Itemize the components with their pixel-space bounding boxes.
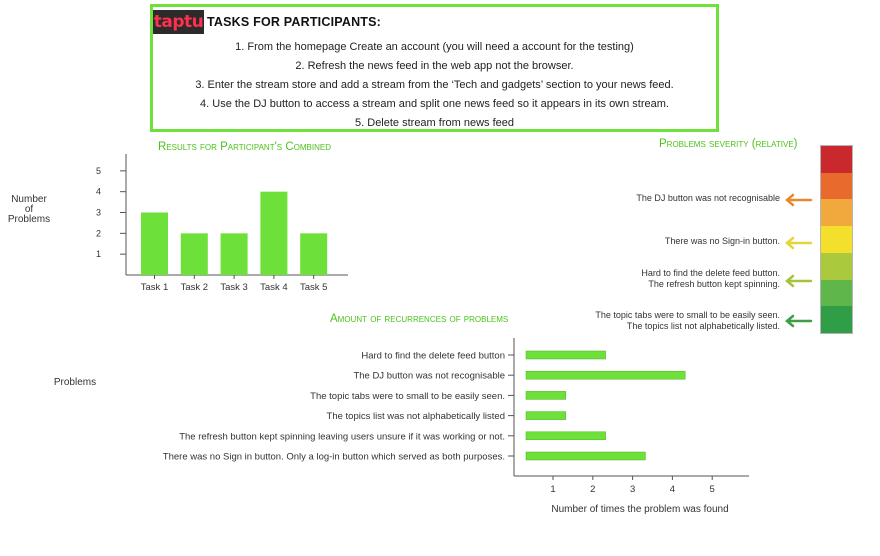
severity-scale-segment: [821, 252, 852, 280]
bar: [525, 431, 606, 441]
task-item: 5. Delete stream from news feed: [355, 117, 514, 129]
arrow-left-icon: [785, 274, 813, 288]
tasks-panel: [150, 4, 719, 132]
severity-note: The topic tabs were to small to be easil…: [595, 310, 780, 332]
task-problems-chart: Number of Problems 1 2 3 4 5 Task 1 Task 2 Task 3 T…: [8, 154, 348, 293]
severity-title: Problems severity (relative): [659, 138, 798, 150]
arrow-left-icon: [785, 193, 813, 207]
bar: [525, 411, 567, 420]
x-tick-label: 3: [630, 484, 635, 495]
task-item: 2. Refresh the news feed in the web app …: [295, 60, 574, 72]
severity-note-line: There was no Sign-in button.: [664, 236, 780, 246]
arrow-left-icon: [785, 236, 813, 250]
x-tick-label: Task 1: [141, 282, 168, 293]
bar: [525, 451, 646, 461]
y-tick-label: The refresh button kept spinning leaving…: [179, 431, 505, 442]
y-axis-label: Problems: [54, 377, 96, 388]
x-tick-label: 2: [590, 484, 595, 495]
x-tick-label: 1: [550, 484, 555, 495]
tasks-header: taptu TASKS FOR PARTICIPANTS:: [153, 10, 381, 34]
bar: [525, 350, 606, 360]
y-tick-label: Hard to find the delete feed button: [361, 351, 505, 362]
y-tick-label: The topics list was not alphabetically l…: [327, 411, 505, 422]
severity-note-line: Hard to find the delete feed button.: [641, 268, 780, 278]
severity-note: There was no Sign-in button.: [665, 236, 780, 247]
x-axis-label: Number of times the problem was found: [551, 504, 728, 515]
tasks-title: TASKS FOR PARTICIPANTS:: [207, 15, 382, 29]
task-item: 4. Use the DJ button to access a stream …: [200, 98, 669, 110]
bar: [525, 391, 567, 400]
bar: [141, 212, 168, 275]
y-tick-label: The topic tabs were to small to be easil…: [310, 391, 505, 402]
recurrence-chart-title: Amount of recurrences of problems: [330, 313, 509, 325]
y-tick-label: The DJ button was not recognisable: [353, 371, 505, 382]
severity-scale: [820, 145, 853, 334]
taptu-logo: taptu: [153, 10, 204, 34]
tasks-list: 1. From the homepage Create an account (…: [150, 38, 719, 133]
severity-scale-segment: [821, 146, 852, 173]
x-tick-label: Task 4: [260, 282, 287, 293]
severity-note-line: The topic tabs were to small to be easil…: [595, 310, 780, 320]
arrow-left-icon: [785, 314, 813, 328]
x-tick-label: 5: [710, 484, 715, 495]
severity-note: The DJ button was not recognisable: [636, 193, 780, 204]
severity-note-line: The refresh button kept spinning.: [648, 279, 780, 289]
severity-scale-segment: [821, 172, 852, 200]
task-item: 3. Enter the stream store and add a stre…: [195, 79, 674, 91]
x-tick-label: Task 3: [220, 282, 247, 293]
recurrence-chart: Problems Hard to find the delete feed but…: [54, 338, 749, 515]
bar: [180, 233, 208, 275]
severity-note: Hard to find the delete feed button. The …: [641, 268, 780, 290]
x-tick-label: Task 5: [300, 282, 327, 293]
y-tick-label: 1: [96, 249, 101, 259]
severity-scale-segment: [821, 279, 852, 307]
bar: [220, 233, 248, 275]
severity-note-line: The DJ button was not recognisable: [636, 193, 780, 203]
y-tick-label: 2: [96, 228, 101, 238]
bar: [260, 191, 288, 275]
severity-note-line: The topics list not alphabetically liste…: [626, 321, 780, 331]
x-tick-label: Task 2: [181, 282, 208, 293]
task-chart-title: Results for Participant's Combined: [158, 141, 331, 153]
bar: [300, 233, 328, 275]
y-tick-label: 5: [96, 166, 101, 176]
y-tick-label: 3: [96, 208, 101, 218]
severity-scale-segment: [821, 306, 852, 333]
severity-scale-segment: [821, 199, 852, 227]
x-tick-label: 4: [670, 484, 675, 495]
task-item: 1. From the homepage Create an account (…: [235, 41, 634, 53]
y-axis-label: Number of Problems: [8, 194, 50, 225]
severity-scale-segment: [821, 226, 852, 253]
bar: [525, 370, 686, 380]
y-tick-label: There was no Sign in button. Only a log-…: [163, 452, 505, 463]
y-tick-label: 4: [96, 187, 101, 197]
